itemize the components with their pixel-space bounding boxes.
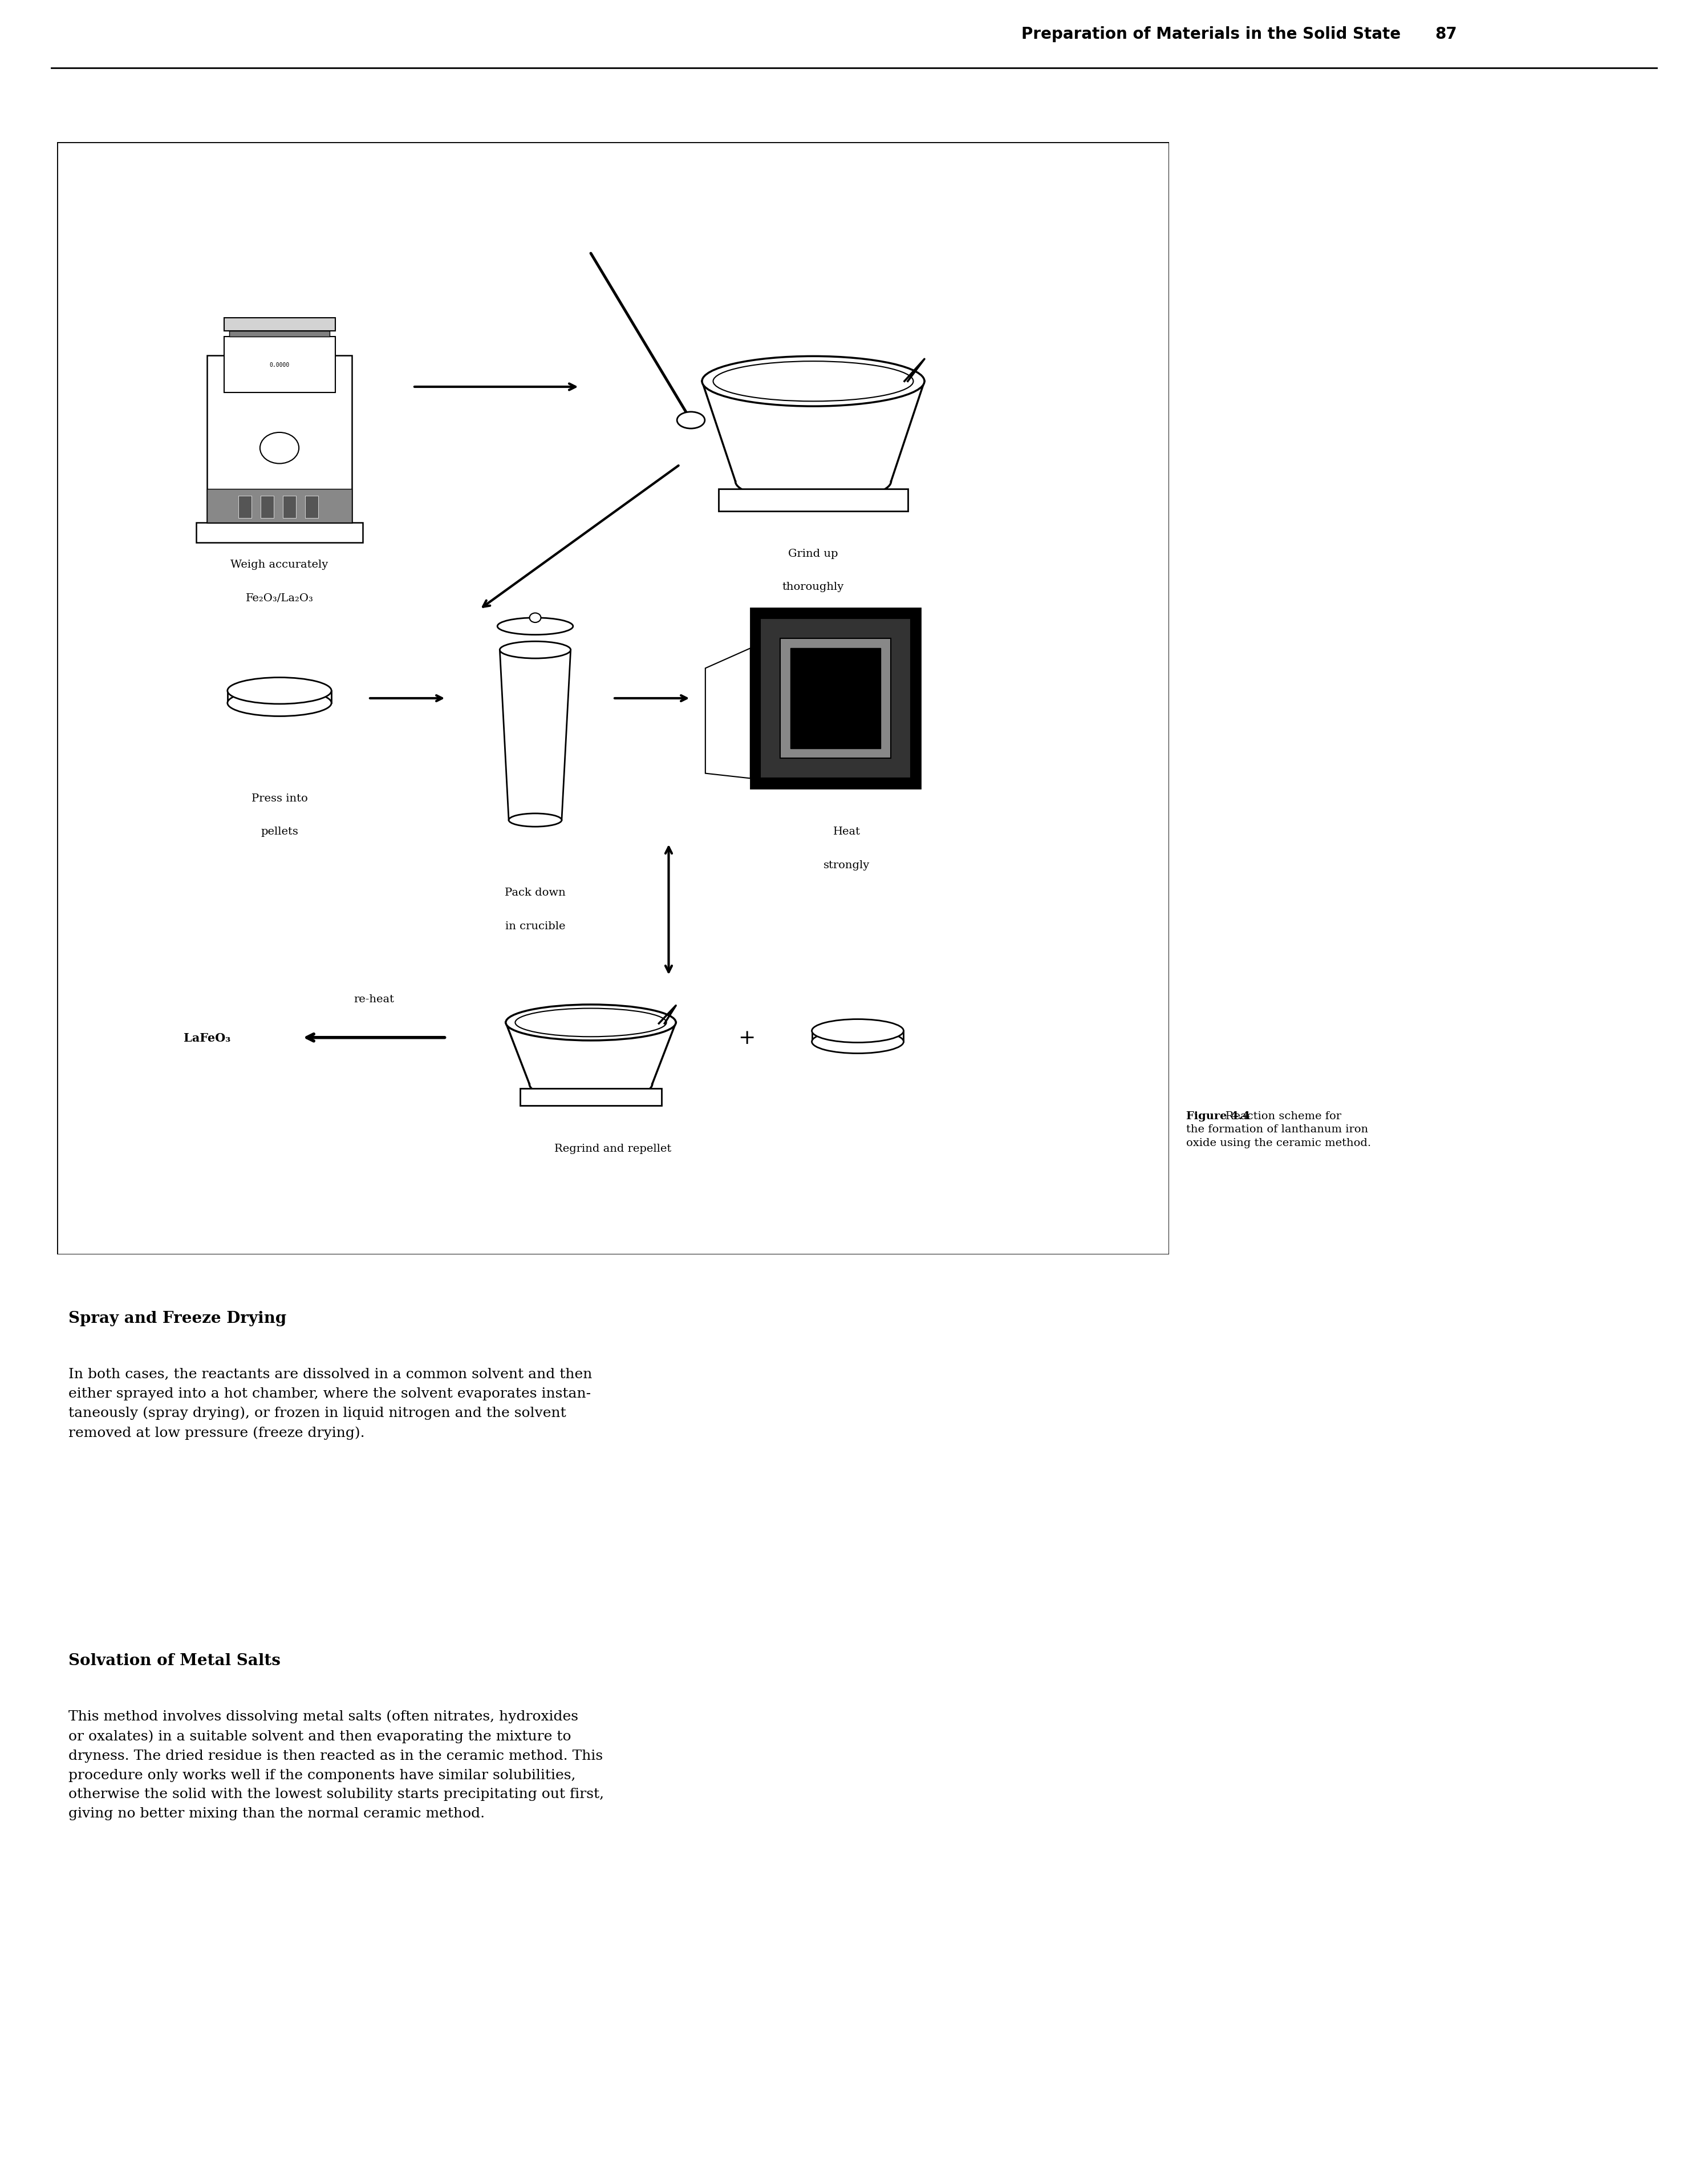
Text: 87: 87 [1435, 26, 1457, 43]
Ellipse shape [702, 357, 924, 406]
FancyBboxPatch shape [284, 497, 295, 519]
Bar [229, 331, 330, 337]
Polygon shape [705, 649, 750, 778]
Text: Spray and Freeze Drying: Spray and Freeze Drying [68, 1310, 287, 1325]
Text: Pack down: Pack down [506, 889, 565, 897]
FancyBboxPatch shape [719, 489, 907, 512]
Ellipse shape [497, 618, 572, 636]
FancyBboxPatch shape [207, 357, 352, 523]
Text: Fe₂O₃/La₂O₃: Fe₂O₃/La₂O₃ [246, 592, 313, 603]
Text: strongly: strongly [823, 860, 869, 869]
Text: Preparation of Materials in the Solid State: Preparation of Materials in the Solid St… [1021, 26, 1401, 43]
Text: Solvation of Metal Salts: Solvation of Metal Salts [68, 1652, 280, 1669]
FancyBboxPatch shape [207, 489, 352, 523]
FancyBboxPatch shape [196, 523, 362, 543]
Text: pellets: pellets [261, 826, 299, 837]
Text: 0.0000: 0.0000 [270, 363, 289, 368]
Ellipse shape [529, 614, 541, 623]
Text: LaFeO₃: LaFeO₃ [184, 1031, 231, 1044]
Ellipse shape [509, 813, 562, 828]
FancyBboxPatch shape [760, 618, 910, 778]
Text: Figure 4.4: Figure 4.4 [1185, 1111, 1250, 1122]
Ellipse shape [516, 1010, 666, 1038]
Ellipse shape [506, 1005, 676, 1040]
Text: re-heat: re-heat [354, 995, 395, 1005]
FancyBboxPatch shape [239, 497, 251, 519]
FancyBboxPatch shape [261, 497, 273, 519]
Ellipse shape [260, 432, 299, 465]
Text: Heat: Heat [834, 826, 861, 837]
Text: +: + [738, 1029, 755, 1049]
FancyBboxPatch shape [306, 497, 318, 519]
Text: Grind up: Grind up [789, 549, 839, 558]
Text: Reaction scheme for
the formation of lanthanum iron
oxide using the ceramic meth: Reaction scheme for the formation of lan… [1185, 1111, 1372, 1148]
Ellipse shape [811, 1031, 904, 1053]
FancyBboxPatch shape [781, 638, 890, 759]
Text: Regrind and repellet: Regrind and repellet [555, 1144, 671, 1155]
Text: In both cases, the reactants are dissolved in a common solvent and then
either s: In both cases, the reactants are dissolv… [68, 1369, 593, 1440]
Text: This method involves dissolving metal salts (often nitrates, hydroxides
or oxala: This method involves dissolving metal sa… [68, 1710, 605, 1820]
FancyBboxPatch shape [224, 318, 335, 331]
Ellipse shape [227, 679, 331, 705]
Text: in crucible: in crucible [506, 921, 565, 932]
Ellipse shape [676, 413, 705, 428]
FancyBboxPatch shape [224, 337, 335, 393]
Text: thoroughly: thoroughly [782, 582, 844, 592]
Ellipse shape [714, 361, 914, 402]
Polygon shape [506, 1023, 676, 1100]
FancyBboxPatch shape [519, 1090, 661, 1107]
Ellipse shape [500, 642, 570, 659]
Text: Press into: Press into [251, 793, 307, 804]
FancyBboxPatch shape [750, 608, 921, 789]
Ellipse shape [811, 1020, 904, 1042]
Text: Weigh accurately: Weigh accurately [231, 560, 328, 571]
FancyBboxPatch shape [791, 649, 881, 748]
Ellipse shape [227, 690, 331, 716]
